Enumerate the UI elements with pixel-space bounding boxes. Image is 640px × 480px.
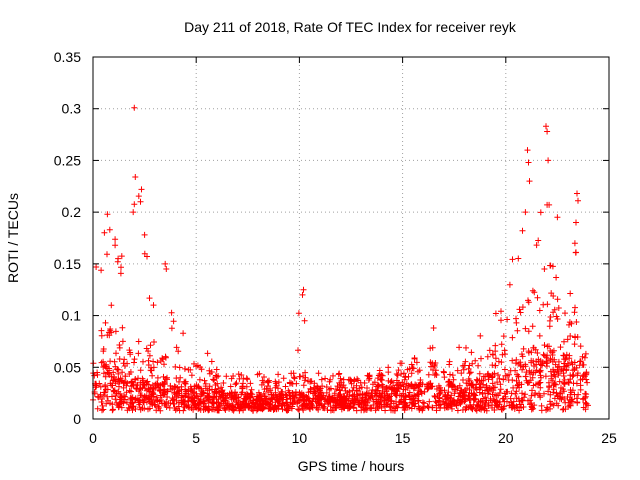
y-tick-label: 0.3 bbox=[62, 101, 82, 117]
y-tick-label: 0.05 bbox=[54, 359, 81, 375]
y-tick-labels: 0 0.05 0.1 0.15 0.2 0.25 0.3 0.35 bbox=[54, 49, 81, 427]
y-tick-label: 0.35 bbox=[54, 49, 81, 65]
x-tick-label: 25 bbox=[601, 430, 617, 446]
plot-frame bbox=[92, 56, 610, 420]
x-tick-label: 5 bbox=[192, 430, 200, 446]
chart-title: Day 211 of 2018, Rate Of TEC Index for r… bbox=[184, 19, 517, 35]
x-tick-labels: 0 5 10 15 20 25 bbox=[89, 430, 617, 446]
y-tick-label: 0.25 bbox=[54, 152, 81, 168]
axis-ticks bbox=[92, 56, 610, 420]
y-axis-label: ROTI / TECUs bbox=[5, 193, 21, 283]
x-tick-label: 15 bbox=[395, 430, 411, 446]
x-axis-label: GPS time / hours bbox=[298, 458, 405, 474]
x-tick-label: 0 bbox=[89, 430, 97, 446]
grid-lines bbox=[93, 57, 609, 419]
y-tick-label: 0 bbox=[73, 411, 81, 427]
y-tick-label: 0.2 bbox=[62, 204, 82, 220]
y-tick-label: 0.15 bbox=[54, 256, 81, 272]
x-tick-label: 20 bbox=[498, 430, 514, 446]
x-tick-label: 10 bbox=[292, 430, 308, 446]
y-tick-label: 0.1 bbox=[62, 308, 82, 324]
